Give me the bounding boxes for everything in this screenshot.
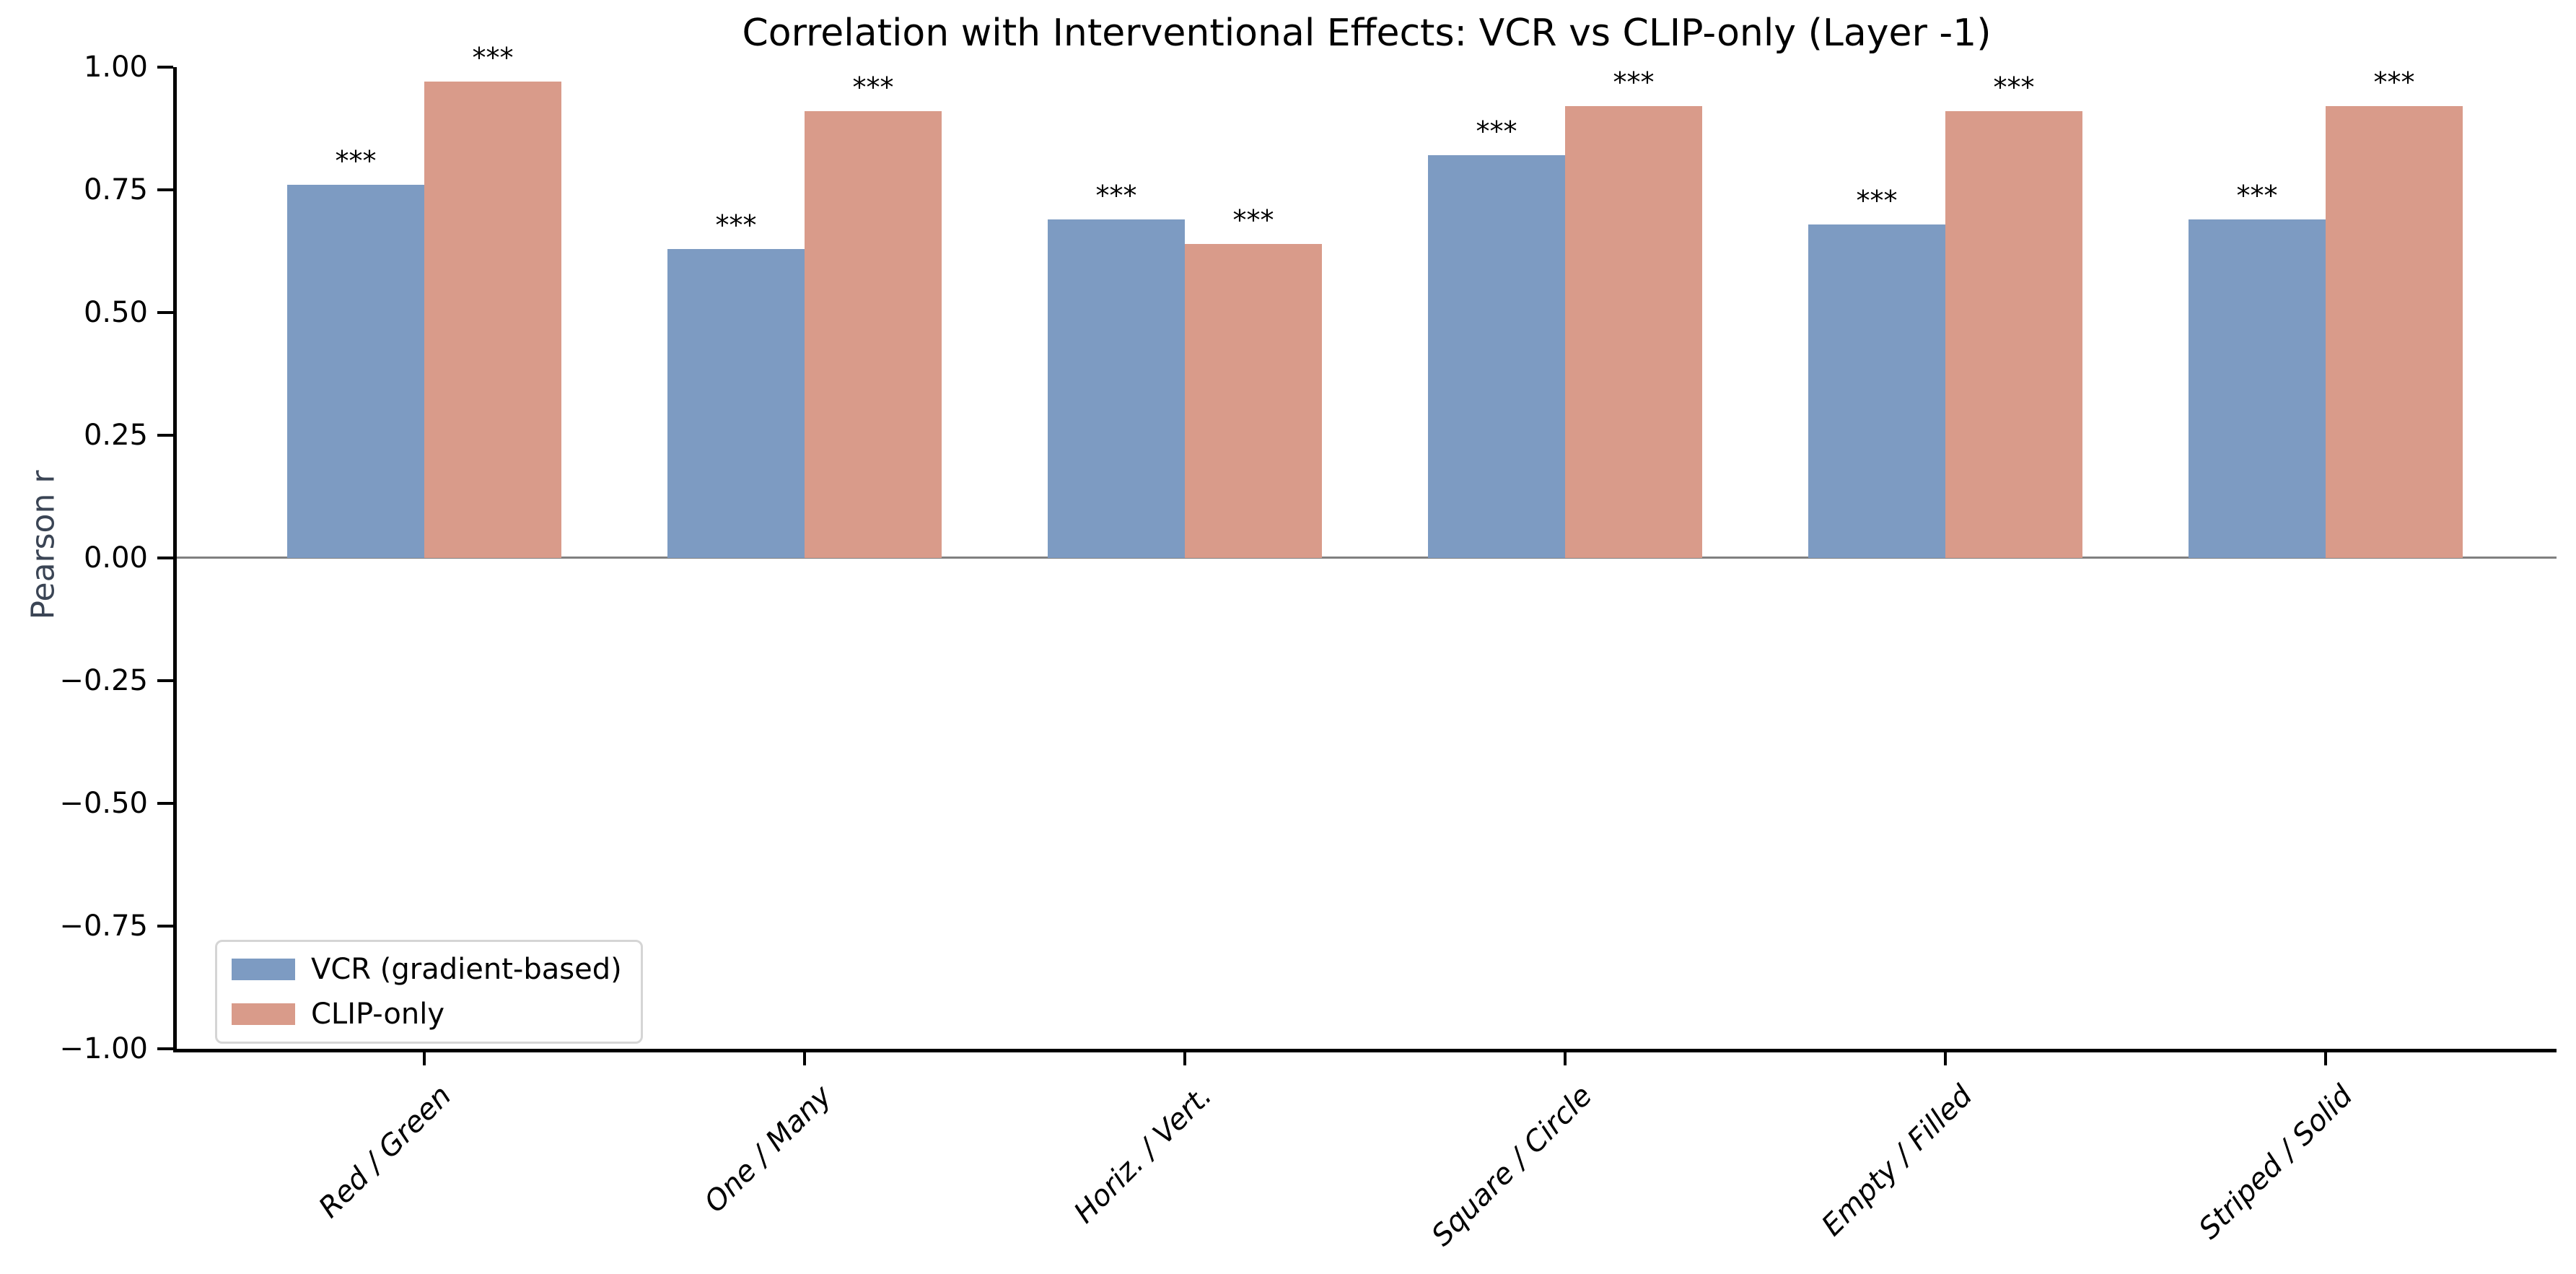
- y-axis-label: Pearson r: [25, 470, 62, 620]
- x-category-label: Horiz. / Vert.: [1067, 1079, 1219, 1230]
- significance-star: ***: [335, 145, 377, 178]
- bar-clip-2: [1185, 243, 1322, 558]
- x-axis-spine: [173, 1049, 2557, 1052]
- y-tick-mark: [157, 925, 173, 928]
- plot-area: 1.00 0.75 0.50 0.25 0.00 −0.25 −0.50 −0.75 −1.00…: [59, 44, 2557, 1252]
- y-tick-label: 0.25: [83, 419, 148, 452]
- y-tick-label: −0.50: [59, 787, 148, 820]
- bar-clip-0: [424, 82, 561, 558]
- legend-item-clip: CLIP-only: [232, 994, 622, 1034]
- bar-clip-4: [1945, 111, 2082, 558]
- y-tick-label: −1.00: [59, 1032, 148, 1065]
- x-tick-mark: [803, 1052, 806, 1065]
- y-tick-label: 0.00: [83, 541, 148, 575]
- significance-star: ***: [1476, 115, 1517, 148]
- legend-swatch-clip-icon: [232, 1003, 295, 1025]
- legend-item-vcr: VCR (gradient-based): [232, 949, 622, 990]
- bar-vcr-0: [287, 185, 424, 558]
- x-category-label: Square / Circle: [1425, 1079, 1599, 1253]
- significance-star: ***: [1993, 71, 2035, 104]
- legend-swatch-vcr-icon: [232, 959, 295, 980]
- bar-clip-3: [1565, 106, 1702, 558]
- y-tick-mark: [157, 188, 173, 191]
- zero-line: [177, 557, 2557, 559]
- x-tick-mark: [2324, 1052, 2327, 1065]
- significance-star: ***: [472, 42, 514, 74]
- significance-star: ***: [852, 71, 894, 104]
- x-category-label: Red / Green: [312, 1079, 458, 1225]
- x-tick-mark: [423, 1052, 426, 1065]
- legend-label-clip: CLIP-only: [311, 998, 445, 1031]
- x-category-label: Striped / Solid: [2192, 1079, 2360, 1246]
- legend-label-vcr: VCR (gradient-based): [311, 953, 622, 986]
- x-tick-mark: [1944, 1052, 1947, 1065]
- bar-vcr-1: [667, 248, 805, 558]
- y-tick-mark: [157, 66, 173, 69]
- significance-star: ***: [2236, 179, 2278, 211]
- y-tick-mark: [157, 434, 173, 437]
- significance-star: ***: [715, 209, 757, 241]
- significance-star: ***: [1856, 184, 1898, 217]
- bar-vcr-4: [1808, 224, 1945, 558]
- y-tick-mark: [157, 802, 173, 805]
- y-tick-label: 1.00: [83, 51, 148, 84]
- y-tick-mark: [157, 679, 173, 682]
- y-tick-label: 0.50: [83, 296, 148, 329]
- x-category-label: One / Many: [698, 1079, 838, 1220]
- legend: VCR (gradient-based) CLIP-only: [215, 940, 643, 1044]
- y-tick-label: 0.75: [83, 173, 148, 206]
- bar-vcr-3: [1428, 155, 1565, 558]
- significance-star: ***: [1613, 66, 1655, 99]
- y-axis-spine: [173, 67, 177, 1052]
- y-tick-mark: [157, 1047, 173, 1050]
- y-tick-label: −0.25: [59, 664, 148, 697]
- significance-star: ***: [2373, 66, 2415, 99]
- chart-title: Correlation with Interventional Effects:…: [742, 12, 1992, 55]
- y-tick-label: −0.75: [59, 909, 148, 943]
- y-tick-mark: [157, 557, 173, 559]
- bar-vcr-5: [2189, 219, 2326, 558]
- x-tick-mark: [1564, 1052, 1567, 1065]
- x-category-label: Empty / Filled: [1815, 1079, 1979, 1243]
- significance-star: ***: [1095, 179, 1137, 211]
- bar-vcr-2: [1048, 219, 1185, 558]
- bar-clip-1: [805, 111, 942, 558]
- bar-clip-5: [2326, 106, 2463, 558]
- x-tick-mark: [1183, 1052, 1186, 1065]
- y-tick-mark: [157, 311, 173, 314]
- significance-star: ***: [1232, 204, 1274, 236]
